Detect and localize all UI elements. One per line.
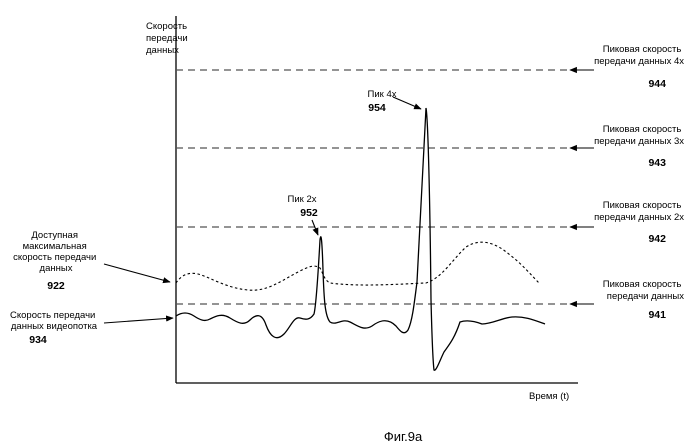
peak-label-text: Пик 2x xyxy=(288,194,317,205)
peak-number: 944 xyxy=(648,78,666,90)
peak-label-943: Пиковая скорость передачи данных 3x 943 xyxy=(594,124,684,169)
peak-label-942: Пиковая скорость передачи данных 2x 942 xyxy=(594,200,684,245)
y-axis-label-line: данных xyxy=(146,45,179,56)
svg-text:Пиковая скорость передач: Пиковая скорость передачи данных 3x xyxy=(594,124,684,147)
peak-4x-label: Пик 4x 954 xyxy=(368,89,397,114)
peak-label-number: 952 xyxy=(300,207,318,219)
peak-label-941: Пиковая скорость передачи данных 941 xyxy=(603,279,684,321)
svg-text:Пиковая скорость передач: Пиковая скорость передачи данных xyxy=(603,279,684,302)
peak-label-line: Пиковая скорость xyxy=(603,44,682,55)
left-label-number: 922 xyxy=(47,280,65,292)
left-label-line: данных xyxy=(40,263,73,274)
available-max-rate-curve xyxy=(176,242,540,290)
video-stream-rate-label: Скорость передачи данных видеопотка 934 xyxy=(10,310,98,346)
peak-label-line: Пиковая скорость xyxy=(603,200,682,211)
left-label-line: скорость передачи xyxy=(13,252,96,263)
video-stream-rate-curve xyxy=(176,108,545,370)
figure-caption: Фиг.9а xyxy=(384,429,423,444)
peak-label-line: передачи данных 2x xyxy=(594,212,684,223)
svg-text:Скорость передачи данных: Скорость передачи данных видеопотка xyxy=(10,310,98,332)
peak-label-line: передачи данных 3x xyxy=(594,136,684,147)
svg-text:Пиковая скорость передач: Пиковая скорость передачи данных 2x xyxy=(594,200,684,223)
svg-text:Пиковая скорость передач: Пиковая скорость передачи данных 4x xyxy=(594,44,684,67)
peak-4x-pointer-arrow xyxy=(393,97,421,109)
y-axis-label-line: Скорость xyxy=(146,21,187,32)
peak-2x-label: Пик 2x 952 xyxy=(288,194,318,219)
peak-label-line: Пиковая скорость xyxy=(603,279,682,290)
y-axis-label-line: передачи xyxy=(146,33,188,44)
left-label-line: Доступная xyxy=(31,230,78,241)
x-axis-label: Время (t) xyxy=(529,391,569,402)
peak-label-944: Пиковая скорость передачи данных 4x 944 xyxy=(594,44,684,90)
peak-label-line: Пиковая скорость xyxy=(603,124,682,135)
peak-number: 943 xyxy=(648,157,666,169)
peak-label-text: Пик 4x xyxy=(368,89,397,100)
peak-label-number: 954 xyxy=(368,102,386,114)
peak-label-line: передачи данных xyxy=(607,291,684,302)
left-label-line: данных видеопотка xyxy=(11,321,98,332)
left-label-line: Скорость передачи xyxy=(10,310,95,321)
y-axis-label: Скорость передачи данных xyxy=(146,21,190,56)
svg-text:Доступная максимальная: Доступная максимальная скорость передачи… xyxy=(13,230,99,274)
peak-number: 942 xyxy=(648,233,666,245)
left-label-line: максимальная xyxy=(23,241,87,252)
peak-label-line: передачи данных 4x xyxy=(594,56,684,67)
peak-number: 941 xyxy=(648,309,666,321)
available-max-rate-label: Доступная максимальная скорость передачи… xyxy=(13,230,99,292)
left-label-number: 934 xyxy=(29,334,47,346)
video-stream-rate-arrow xyxy=(104,318,173,323)
available-max-rate-arrow xyxy=(104,264,170,282)
